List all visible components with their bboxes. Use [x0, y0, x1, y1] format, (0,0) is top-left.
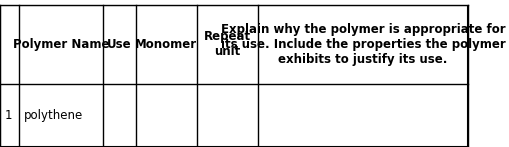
- Text: 1: 1: [5, 109, 12, 122]
- Text: Repeat
unit: Repeat unit: [203, 30, 250, 58]
- Text: Use: Use: [107, 38, 131, 51]
- Text: Polymer Name: Polymer Name: [13, 38, 109, 51]
- Text: polythene: polythene: [23, 109, 82, 122]
- Text: Explain why the polymer is appropriate for
its use. Include the properties the p: Explain why the polymer is appropriate f…: [220, 23, 504, 66]
- Text: Monomer: Monomer: [135, 38, 197, 51]
